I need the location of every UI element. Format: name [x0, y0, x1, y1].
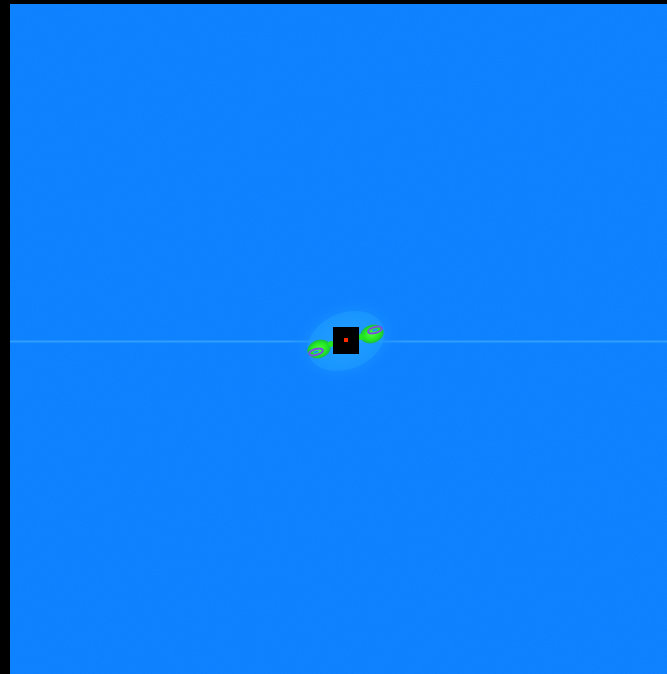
- fft-spectrum-image: [10, 4, 667, 674]
- right-green-lobe: [360, 324, 384, 344]
- inner-green-spot-left: [328, 341, 334, 347]
- left-green-lobe: [307, 339, 331, 359]
- dc-center-dot: [344, 338, 348, 342]
- fft-spectrum-svg: [10, 4, 667, 674]
- inner-green-spot-right: [358, 334, 364, 340]
